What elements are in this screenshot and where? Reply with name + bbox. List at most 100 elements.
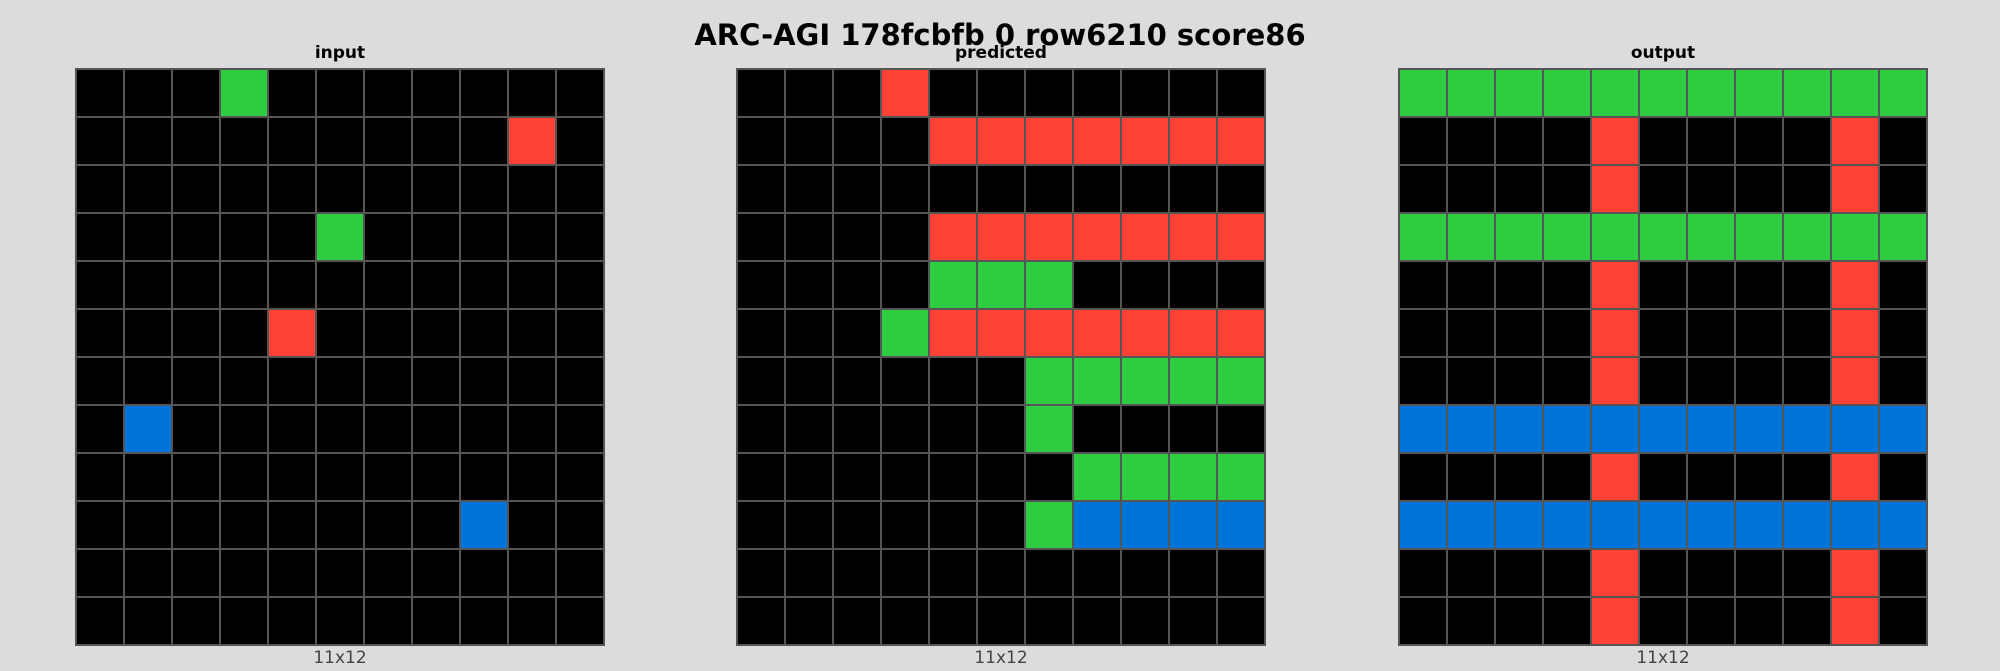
grid-cell [172, 549, 220, 597]
grid-cell [1879, 213, 1927, 261]
grid-cell [1591, 597, 1639, 645]
grid-cell [220, 549, 268, 597]
grid-cell [1073, 405, 1121, 453]
grid-cell [172, 597, 220, 645]
grid-cell [364, 213, 412, 261]
grid-cell [364, 309, 412, 357]
grid-cell [1025, 405, 1073, 453]
input-grid [75, 68, 605, 646]
grid-cell [1687, 357, 1735, 405]
grid-cell [1879, 549, 1927, 597]
grid-cell [508, 453, 556, 501]
grid-cell [1495, 549, 1543, 597]
grid-cell [1879, 165, 1927, 213]
grid-cell [508, 405, 556, 453]
grid-cell [1495, 453, 1543, 501]
grid-cell [460, 261, 508, 309]
grid-cell [1879, 309, 1927, 357]
grid-cell [76, 501, 124, 549]
grid-cell [556, 453, 604, 501]
grid-cell [1783, 453, 1831, 501]
grid-cell [412, 597, 460, 645]
grid-cell [1735, 549, 1783, 597]
grid-cell [1831, 213, 1879, 261]
grid-cell [1495, 309, 1543, 357]
grid-cell [1217, 597, 1265, 645]
grid-cell [977, 405, 1025, 453]
grid-cell [220, 117, 268, 165]
grid-cell [1879, 501, 1927, 549]
grid-cell [1543, 69, 1591, 117]
grid-cell [1025, 213, 1073, 261]
grid-cell [1735, 309, 1783, 357]
grid-cell [785, 357, 833, 405]
grid-cell [1399, 261, 1447, 309]
grid-cell [1073, 117, 1121, 165]
grid-cell [1543, 597, 1591, 645]
grid-cell [172, 357, 220, 405]
grid-cell [737, 549, 785, 597]
grid-cell [1447, 165, 1495, 213]
grid-cell [785, 309, 833, 357]
grid-size-label: 11x12 [313, 648, 367, 668]
grid-cell [556, 597, 604, 645]
grid-cell [1217, 69, 1265, 117]
grid-cell [316, 261, 364, 309]
grid-cell [1073, 213, 1121, 261]
grid-cell [316, 405, 364, 453]
grid-cell [268, 213, 316, 261]
grid-cell [124, 261, 172, 309]
grid-cell [929, 213, 977, 261]
grid-cell [833, 549, 881, 597]
grid-cell [1121, 453, 1169, 501]
grid-cell [316, 213, 364, 261]
grid-cell [124, 165, 172, 213]
grid-cell [76, 453, 124, 501]
grid-cell [1591, 549, 1639, 597]
grid-cell [172, 405, 220, 453]
grid-cell [1879, 453, 1927, 501]
grid-cell [76, 117, 124, 165]
grid-cell [737, 261, 785, 309]
grid-cell [556, 165, 604, 213]
grid-cell [556, 69, 604, 117]
grid-cell [1169, 597, 1217, 645]
grid-cell [1121, 69, 1169, 117]
grid-cell [785, 405, 833, 453]
grid-cell [1831, 501, 1879, 549]
grid-cell [785, 501, 833, 549]
grid-cell [929, 309, 977, 357]
grid-cell [1169, 501, 1217, 549]
grid-cell [737, 165, 785, 213]
grid-cell [1447, 453, 1495, 501]
grid-cell [508, 213, 556, 261]
grid-cell [1073, 597, 1121, 645]
grid-cell [1447, 309, 1495, 357]
grid-cell [737, 117, 785, 165]
grid-cell [508, 357, 556, 405]
grid-cell [316, 453, 364, 501]
grid-cell [1169, 405, 1217, 453]
grid-cell [1169, 69, 1217, 117]
grid-cell [1783, 213, 1831, 261]
grid-cell [977, 549, 1025, 597]
grid-cell [556, 309, 604, 357]
grid-cell [460, 405, 508, 453]
grid-cell [508, 549, 556, 597]
grid-cell [1879, 357, 1927, 405]
grid-cell [508, 597, 556, 645]
grid-cell [1495, 405, 1543, 453]
grid-cell [556, 405, 604, 453]
grid-cell [1831, 117, 1879, 165]
grid-cell [460, 501, 508, 549]
grid-cell [76, 261, 124, 309]
grid-cell [1831, 597, 1879, 645]
grid-cell [1217, 405, 1265, 453]
grid-cell [76, 549, 124, 597]
grid-cell [508, 165, 556, 213]
grid-cell [220, 405, 268, 453]
grid-cell [833, 405, 881, 453]
grid-cell [1831, 453, 1879, 501]
grid-cell [833, 261, 881, 309]
grid-cell [881, 261, 929, 309]
